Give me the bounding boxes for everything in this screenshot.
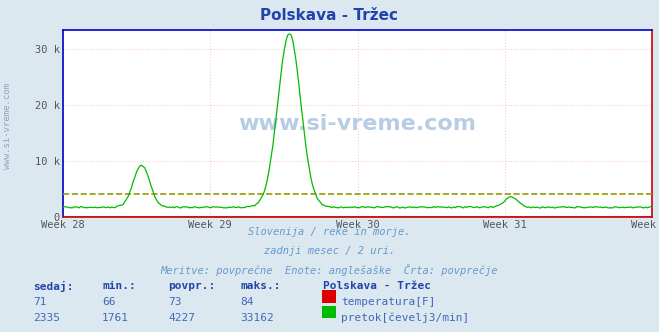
Text: 71: 71 <box>33 297 46 307</box>
Text: 73: 73 <box>168 297 181 307</box>
Text: maks.:: maks.: <box>241 281 281 290</box>
Text: 33162: 33162 <box>241 313 274 323</box>
Text: Polskava - Tržec: Polskava - Tržec <box>323 281 431 290</box>
Text: Meritve: povprečne  Enote: anglešaške  Črta: povprečje: Meritve: povprečne Enote: anglešaške Črt… <box>161 264 498 276</box>
Text: 4227: 4227 <box>168 313 195 323</box>
Text: min.:: min.: <box>102 281 136 290</box>
Text: sedaj:: sedaj: <box>33 281 73 291</box>
Text: Polskava - Tržec: Polskava - Tržec <box>260 8 399 23</box>
Text: temperatura[F]: temperatura[F] <box>341 297 436 307</box>
Text: zadnji mesec / 2 uri.: zadnji mesec / 2 uri. <box>264 246 395 256</box>
Text: Slovenija / reke in morje.: Slovenija / reke in morje. <box>248 227 411 237</box>
Text: 66: 66 <box>102 297 115 307</box>
Text: 2335: 2335 <box>33 313 60 323</box>
Text: povpr.:: povpr.: <box>168 281 215 290</box>
Text: pretok[čevelj3/min]: pretok[čevelj3/min] <box>341 313 470 323</box>
Text: 1761: 1761 <box>102 313 129 323</box>
Text: www.si-vreme.com: www.si-vreme.com <box>239 114 476 134</box>
Text: 84: 84 <box>241 297 254 307</box>
Text: www.si-vreme.com: www.si-vreme.com <box>3 83 13 169</box>
